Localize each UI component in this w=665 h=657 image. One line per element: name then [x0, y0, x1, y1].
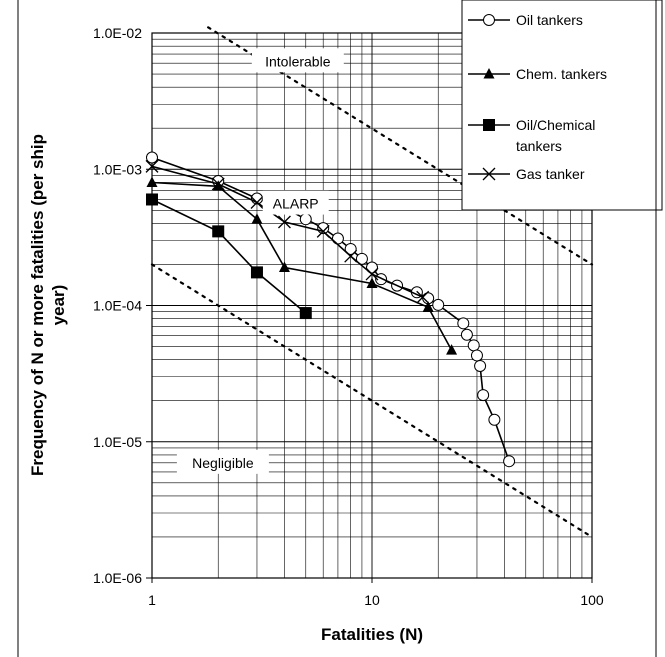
series-x — [145, 159, 430, 304]
data-point — [474, 359, 487, 372]
region-label-bg — [176, 449, 269, 474]
legend-label: tankers — [516, 138, 562, 154]
region-labels: Intolerable ALARP Negligible — [176, 48, 344, 474]
data-point — [477, 389, 490, 402]
x-tick-label: 1 — [148, 592, 156, 608]
legend-marker — [483, 68, 495, 79]
region-label: Intolerable — [265, 53, 331, 69]
data-point — [416, 290, 430, 304]
data-point — [355, 252, 368, 265]
data-point — [250, 266, 263, 279]
data-point — [503, 455, 516, 468]
legend-label: Chem. tankers — [516, 66, 607, 82]
y-tick-label: 1.0E-04 — [93, 298, 142, 314]
data-point — [145, 159, 159, 173]
data-point — [365, 267, 379, 281]
data-point — [251, 213, 263, 224]
data-point — [366, 261, 378, 274]
y-axis-title: Frequency of N or more fatalities (per s… — [28, 134, 47, 476]
x-tick-label: 10 — [364, 592, 380, 608]
data-point — [366, 277, 378, 289]
data-point — [488, 413, 501, 426]
data-point — [446, 344, 458, 355]
region-label: ALARP — [273, 196, 319, 212]
data-point — [212, 225, 225, 238]
data-point — [344, 249, 358, 263]
data-point — [470, 349, 483, 362]
legend-box — [461, 0, 663, 211]
y-tick-label: 1.0E-02 — [93, 25, 142, 41]
data-point — [278, 261, 290, 273]
x-tick-label: 100 — [580, 592, 604, 608]
legend-label: Gas tanker — [516, 166, 585, 182]
data-series — [145, 151, 516, 468]
data-point — [460, 328, 473, 341]
y-tick-label: 1.0E-06 — [93, 570, 142, 586]
data-point — [146, 151, 158, 164]
region-label-bg — [262, 190, 329, 215]
data-point — [146, 193, 158, 206]
y-tick-label: 1.0E-05 — [93, 434, 142, 450]
region-label: Negligible — [192, 455, 254, 471]
legend-label: Oil/Chemical — [516, 117, 595, 133]
tick-labels: 1 10 100 1.0E-06 1.0E-05 1.0E-04 1.0E-03 1.0E-0… — [93, 25, 604, 608]
data-point — [211, 177, 225, 191]
criteria-lines — [150, 26, 594, 539]
legend-marker — [483, 119, 495, 131]
legend-marker — [483, 14, 495, 26]
data-point — [467, 339, 480, 352]
series-line — [151, 198, 307, 314]
legend: Oil tankers Chem. tankers Oil/Chemical tank… — [461, 0, 663, 211]
data-point — [316, 224, 330, 238]
data-point — [457, 317, 470, 330]
data-point — [422, 301, 434, 312]
data-point — [277, 215, 291, 229]
data-point — [344, 242, 357, 255]
data-point — [331, 232, 344, 245]
data-point — [299, 307, 312, 320]
data-point — [299, 213, 312, 226]
data-point — [432, 298, 445, 311]
data-point — [250, 196, 264, 209]
region-label-bg — [251, 48, 344, 73]
series-triangle — [146, 176, 458, 355]
legend-label: Oil tankers — [516, 12, 583, 28]
series-line — [151, 156, 510, 462]
criteria-line-lower — [150, 263, 594, 539]
data-point — [212, 180, 224, 191]
legend-entry: Oil tankers — [468, 12, 583, 28]
y-axis-title-line-2: year) — [49, 285, 68, 326]
criteria-line-upper — [207, 26, 594, 266]
legend-entry: Gas tanker — [468, 166, 585, 182]
series-square — [146, 193, 312, 320]
x-axis-title: Fatalities (N) — [321, 625, 423, 644]
legend-entry: Chem. tankers — [468, 66, 607, 82]
plot-frame — [151, 32, 593, 579]
y-tick-label: 1.0E-03 — [93, 161, 142, 177]
data-point — [146, 176, 158, 187]
legend-marker — [482, 167, 496, 181]
legend-entry: Oil/Chemical tankers — [468, 117, 595, 154]
